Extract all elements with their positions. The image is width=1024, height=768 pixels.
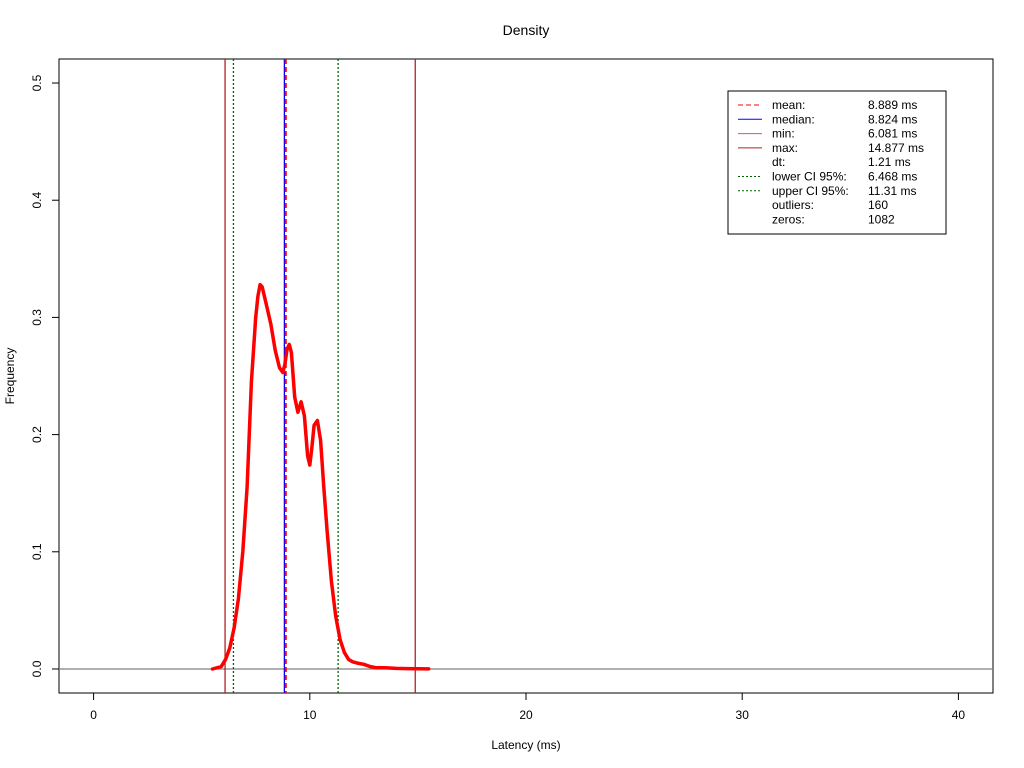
reference-lines (224, 59, 416, 693)
x-tick-label: 10 (303, 708, 317, 722)
legend-label: lower CI 95%: (772, 170, 847, 184)
legend-label: min: (772, 127, 795, 141)
legend-value: 160 (868, 198, 888, 212)
legend-value: 1082 (868, 212, 895, 226)
density-curve (210, 282, 431, 671)
legend-label: max: (772, 141, 798, 155)
y-axis: 0.0 0.1 0.2 0.3 0.4 0.5 (30, 74, 60, 677)
legend-value: 14.877 ms (868, 141, 924, 155)
x-axis: 0 10 20 30 40 (90, 692, 966, 722)
legend-value: 8.889 ms (868, 98, 917, 112)
y-tick-label: 0.5 (30, 74, 44, 91)
y-tick-label: 0.1 (30, 543, 44, 560)
legend-value: 11.31 ms (868, 184, 916, 198)
x-tick-label: 40 (952, 708, 966, 722)
legend-label: median: (772, 112, 815, 126)
legend-label: mean: (772, 98, 805, 112)
legend-value: 6.468 ms (868, 170, 917, 184)
x-axis-label: Latency (ms) (491, 738, 560, 752)
legend-value: 1.21 ms (868, 155, 911, 169)
legend-value: 6.081 ms (868, 127, 917, 141)
legend-label: dt: (772, 155, 785, 169)
legend-label: outliers: (772, 198, 814, 212)
y-tick-label: 0.2 (30, 426, 44, 443)
legend-box (727, 90, 947, 235)
legend: mean: 8.889 ms median: 8.824 ms min: 6.081 ms… (727, 90, 947, 235)
y-tick-label: 0.4 (30, 192, 44, 209)
x-tick-label: 20 (519, 708, 533, 722)
density-series (210, 282, 431, 671)
legend-label: upper CI 95%: (772, 184, 849, 198)
x-tick-label: 30 (736, 708, 750, 722)
y-axis-label: Frequency (3, 348, 17, 405)
y-tick-label: 0.0 (30, 660, 44, 677)
legend-value: 8.824 ms (868, 112, 917, 126)
x-tick-label: 0 (90, 708, 97, 722)
legend-label: zeros: (772, 212, 805, 226)
chart-title: Density (503, 22, 550, 38)
y-tick-label: 0.3 (30, 309, 44, 326)
